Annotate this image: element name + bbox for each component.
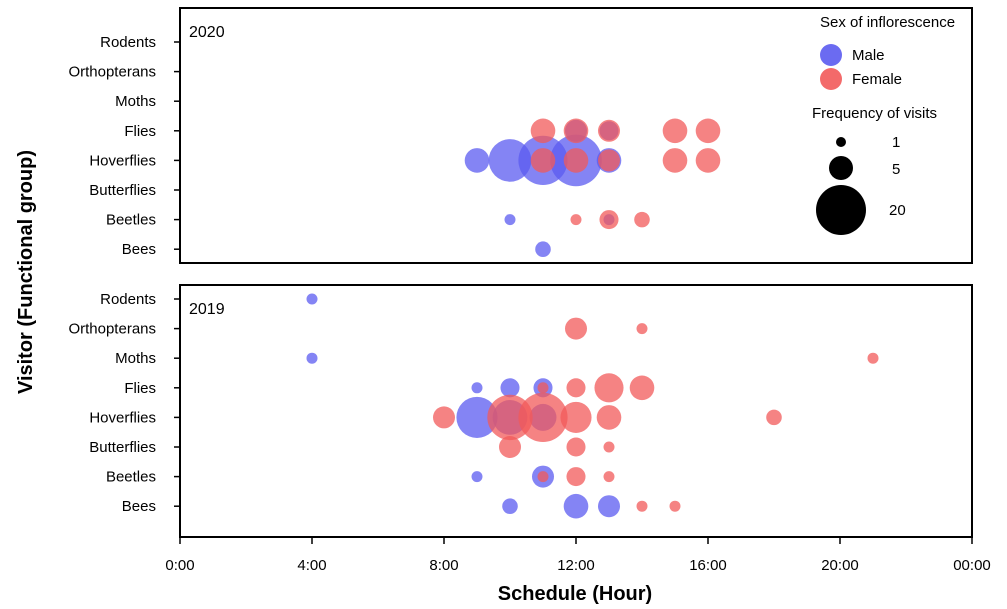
legend-size-1-marker: [836, 137, 846, 147]
bubble-female-hoverflies: [530, 148, 556, 173]
legend-color-title: Sex of inflorescence: [820, 14, 955, 31]
series-female: [530, 118, 721, 230]
y-tick-label-beetles: Beetles: [106, 212, 156, 229]
bubble-female-bees: [669, 500, 681, 512]
x-tick-label: 8:00: [429, 557, 458, 574]
legend-male-swatch: [820, 44, 842, 66]
bubble-female-hoverflies: [766, 409, 782, 426]
bubble-male-bees: [535, 241, 551, 257]
bubble-female-flies: [566, 378, 586, 398]
bubble-male-hoverflies: [456, 396, 498, 438]
bubble-female-butterflies: [566, 437, 586, 457]
bubble-female-beetles: [570, 214, 582, 226]
y-tick-label-bees: Bees: [122, 241, 156, 258]
bubble-female-hoverflies: [695, 148, 721, 173]
legend-female-label: Female: [852, 71, 902, 88]
bubble-female-butterflies: [499, 436, 521, 458]
bubble-female-beetles: [603, 471, 615, 483]
bubble-female-flies: [594, 373, 624, 403]
bubble-male-beetles: [471, 471, 483, 483]
y-tick-label-rodents: Rodents: [100, 291, 156, 308]
bubble-female-flies: [598, 119, 620, 142]
y-tick-label-hoverflies: Hoverflies: [89, 409, 156, 426]
legend-female-swatch: [820, 68, 842, 90]
bubble-male-moths: [306, 352, 318, 364]
legend-size-5-marker: [829, 156, 853, 180]
bubble-female-beetles: [537, 471, 549, 483]
bubble-female-hoverflies: [598, 149, 620, 172]
x-tick-label: 12:00: [557, 557, 595, 574]
bubble-female-flies: [629, 375, 655, 401]
bubble-female-flies: [530, 118, 556, 144]
panel-frame: [179, 7, 973, 264]
legend-size-1-label: 1: [892, 134, 900, 151]
bubble-female-beetles: [634, 211, 650, 228]
y-tick-label-flies: Flies: [124, 380, 156, 397]
y-tick-label-orthopterans: Orthopterans: [68, 321, 156, 338]
bubble-male-bees: [598, 495, 620, 518]
bubble-female-hoverflies: [563, 148, 589, 173]
bubble-male-hoverflies: [488, 139, 532, 182]
y-tick-label-flies: Flies: [124, 123, 156, 140]
bubble-male-flies: [471, 382, 483, 394]
bubble-female-hoverflies: [433, 406, 455, 429]
panel-2019: 2019 Rodents Orthopterans Moths Flies Hoverfl…: [68, 284, 973, 538]
bubble-female-moths: [867, 352, 879, 364]
bubble-female-flies: [537, 382, 549, 394]
chart-panels: 2020 Rodents Orthopterans Moths Flies Hoverfl…: [68, 7, 973, 538]
bubble-male-hoverflies: [464, 148, 490, 173]
legend-size-5-label: 5: [892, 161, 900, 178]
y-tick-label-butterflies: Butterflies: [89, 439, 156, 456]
panel-year-label: 2020: [189, 24, 225, 41]
bubble-female-hoverflies: [662, 148, 688, 173]
bubble-male-bees: [502, 498, 518, 514]
y-tick-label-rodents: Rodents: [100, 34, 156, 51]
bubble-female-orthopterans: [565, 317, 587, 340]
bubble-female-beetles: [599, 210, 619, 230]
bubble-female-orthopterans: [636, 323, 648, 335]
bubble-female-flies: [662, 118, 688, 144]
bubble-female-bees: [636, 500, 648, 512]
panel-2020: 2020 Rodents Orthopterans Moths Flies Hoverfl…: [68, 7, 973, 264]
bubble-female-flies: [695, 118, 721, 144]
y-axis-title: Visitor (Functional group): [15, 150, 37, 394]
y-tick-label-moths: Moths: [115, 93, 156, 110]
y-tick-label-butterflies: Butterflies: [89, 182, 156, 199]
series-female: [433, 317, 879, 512]
legend-male-label: Male: [852, 47, 885, 64]
bubble-female-hoverflies: [518, 392, 568, 442]
bubble-female-flies: [563, 118, 589, 144]
x-axis: 0:00 4:00 8:00 12:00 16:00 20:00 00:00: [165, 537, 991, 574]
bubble-female-butterflies: [603, 441, 615, 453]
x-tick-label: 20:00: [821, 557, 859, 574]
bubble-male-bees: [563, 493, 589, 519]
x-tick-label: 0:00: [165, 557, 194, 574]
panel-year-label: 2019: [189, 301, 225, 318]
x-tick-label: 00:00: [953, 557, 991, 574]
y-tick-label-bees: Bees: [122, 498, 156, 515]
legend-size-title: Frequency of visits: [812, 105, 937, 122]
bubble-female-beetles: [566, 467, 586, 487]
legend-size-20-label: 20: [889, 202, 906, 219]
bubble-male-beetles: [504, 214, 516, 226]
legend: Sex of inflorescence Male Female Frequen…: [812, 14, 955, 235]
y-tick-label-beetles: Beetles: [106, 469, 156, 486]
bubble-female-hoverflies: [560, 401, 592, 433]
x-tick-label: 16:00: [689, 557, 727, 574]
x-tick-label: 4:00: [297, 557, 326, 574]
legend-size-20-marker: [816, 185, 866, 235]
y-tick-label-moths: Moths: [115, 350, 156, 367]
y-tick-label-hoverflies: Hoverflies: [89, 152, 156, 169]
bubble-male-flies: [500, 378, 520, 398]
x-axis-title: Schedule (Hour): [498, 583, 652, 605]
bubble-male-rodents: [306, 293, 318, 305]
y-tick-label-orthopterans: Orthopterans: [68, 64, 156, 81]
bubble-female-hoverflies: [596, 405, 622, 430]
